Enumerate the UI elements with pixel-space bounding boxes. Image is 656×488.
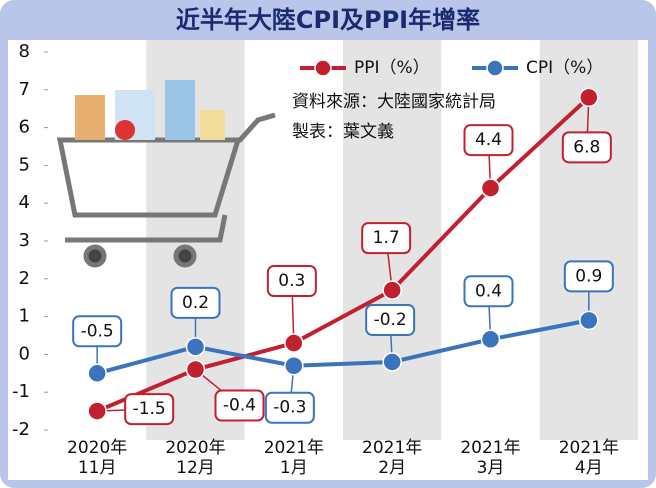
y-tick-label: 4	[19, 192, 30, 213]
callout-box	[365, 303, 416, 336]
data-label: 0.2	[182, 293, 209, 313]
data-label: -0.4	[223, 396, 256, 416]
x-tick-label: 2月	[378, 458, 406, 478]
x-tick-label: 2020年	[67, 438, 127, 458]
callout-box	[214, 389, 265, 422]
y-tick-label: 6	[19, 117, 30, 138]
x-tick-label: 3月	[477, 458, 505, 478]
x-tick-label: 11月	[78, 458, 117, 478]
callout-box	[561, 131, 612, 164]
y-tick-label: 7	[19, 79, 30, 100]
point	[480, 178, 501, 198]
point	[185, 337, 206, 357]
legend-marker	[486, 59, 504, 77]
callout-box	[264, 391, 315, 424]
x-tick-label: 2021年	[362, 438, 422, 458]
point	[87, 363, 107, 384]
point	[185, 359, 206, 380]
legend-label: PPI（%）	[354, 58, 430, 78]
data-label: 1.7	[373, 228, 400, 248]
y-tick-label: 0	[19, 343, 30, 364]
chart-title: 近半年大陸CPI及PPI年增率	[176, 6, 480, 34]
column-band	[441, 40, 540, 440]
y-tick-label: -1	[12, 381, 30, 402]
legend-marker	[314, 59, 332, 77]
point	[579, 87, 599, 108]
x-tick-label: 2021年	[559, 438, 619, 458]
callout-box	[463, 275, 514, 308]
point	[382, 352, 402, 372]
x-tick-label: 12月	[176, 458, 215, 478]
data-label: 0.9	[575, 266, 602, 286]
point	[579, 310, 599, 331]
annotation: 資料來源：大陸國家統計局	[292, 92, 496, 112]
data-label: 4.4	[475, 130, 502, 150]
y-tick-label: 8	[19, 41, 30, 62]
series-line	[96, 95, 591, 413]
callout-box	[124, 393, 175, 426]
y-tick-label: 2	[19, 268, 30, 289]
y-tick-label: 5	[19, 154, 30, 175]
x-tick-label: 2021年	[264, 438, 324, 458]
data-label: -0.5	[81, 321, 114, 341]
x-tick-label: 1月	[280, 458, 308, 478]
x-tick-label: 2020年	[165, 438, 225, 458]
point	[87, 401, 107, 421]
data-label: -1.5	[133, 399, 166, 419]
data-label: -0.3	[273, 398, 306, 418]
point	[284, 333, 304, 353]
data-label: 0.3	[278, 271, 305, 291]
data-label: -0.2	[374, 310, 407, 330]
x-tick-label: 2021年	[460, 438, 520, 458]
cart-illustration	[56, 80, 276, 268]
annotation: 製表：葉文義	[292, 122, 394, 142]
callout-box	[170, 286, 221, 319]
callout-box	[563, 260, 614, 293]
callout-box	[266, 265, 317, 298]
y-tick-label: -2	[12, 419, 30, 440]
data-label: 0.4	[475, 281, 502, 301]
callout-box	[361, 222, 412, 255]
legend-label: CPI（%）	[526, 58, 603, 78]
x-tick-label: 4月	[575, 458, 603, 478]
y-tick-label: 1	[19, 306, 30, 327]
point	[480, 329, 501, 350]
y-tick-label: 3	[19, 230, 30, 251]
point	[284, 355, 304, 376]
point	[382, 280, 402, 300]
data-label: 6.8	[573, 137, 600, 157]
series-line	[96, 318, 590, 376]
callout-box	[72, 315, 123, 348]
callout-box	[463, 124, 514, 157]
